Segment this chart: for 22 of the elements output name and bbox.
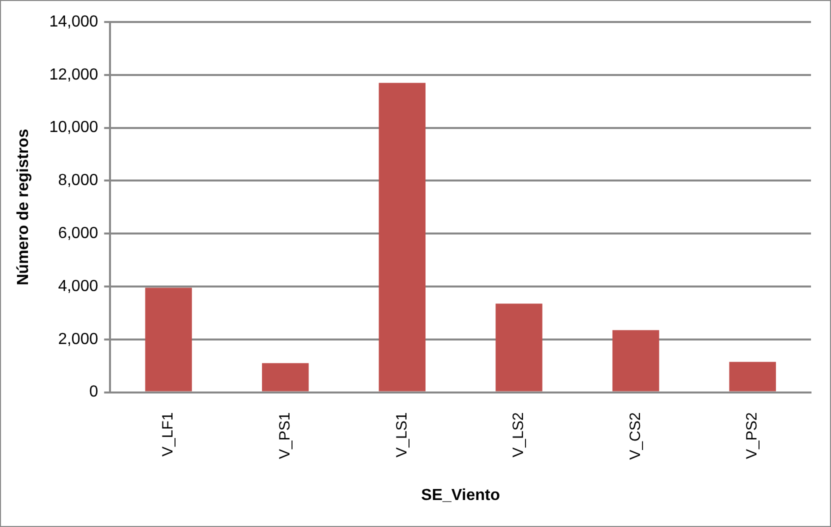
x-tick-label: V_PS2	[744, 412, 761, 459]
x-tick-label: V_LS1	[393, 412, 410, 458]
x-tick-label: V_LF1	[160, 412, 177, 456]
x-axis-title: SE_Viento	[421, 486, 500, 504]
y-tick-label: 6,000	[58, 224, 98, 242]
bar	[378, 82, 426, 392]
y-tick-label: 8,000	[58, 172, 98, 190]
y-tick-label: 2,000	[58, 330, 98, 348]
y-tick-label: 4,000	[58, 278, 98, 295]
y-tick-label: 10,000	[49, 119, 98, 136]
y-tick-label: 0	[89, 384, 98, 401]
y-tick-label: 14,000	[49, 13, 98, 30]
bar	[496, 304, 542, 392]
bar	[729, 362, 776, 392]
bar	[612, 330, 660, 392]
y-tick-label: 12,000	[49, 66, 98, 84]
y-axis-title: Número de registros	[15, 128, 32, 286]
x-tick-label: V_PS1	[276, 412, 294, 459]
x-tick-label: V_CS2	[626, 412, 644, 460]
bar	[262, 363, 309, 392]
bar	[145, 288, 192, 392]
x-tick-label: V_LS2	[510, 412, 528, 458]
